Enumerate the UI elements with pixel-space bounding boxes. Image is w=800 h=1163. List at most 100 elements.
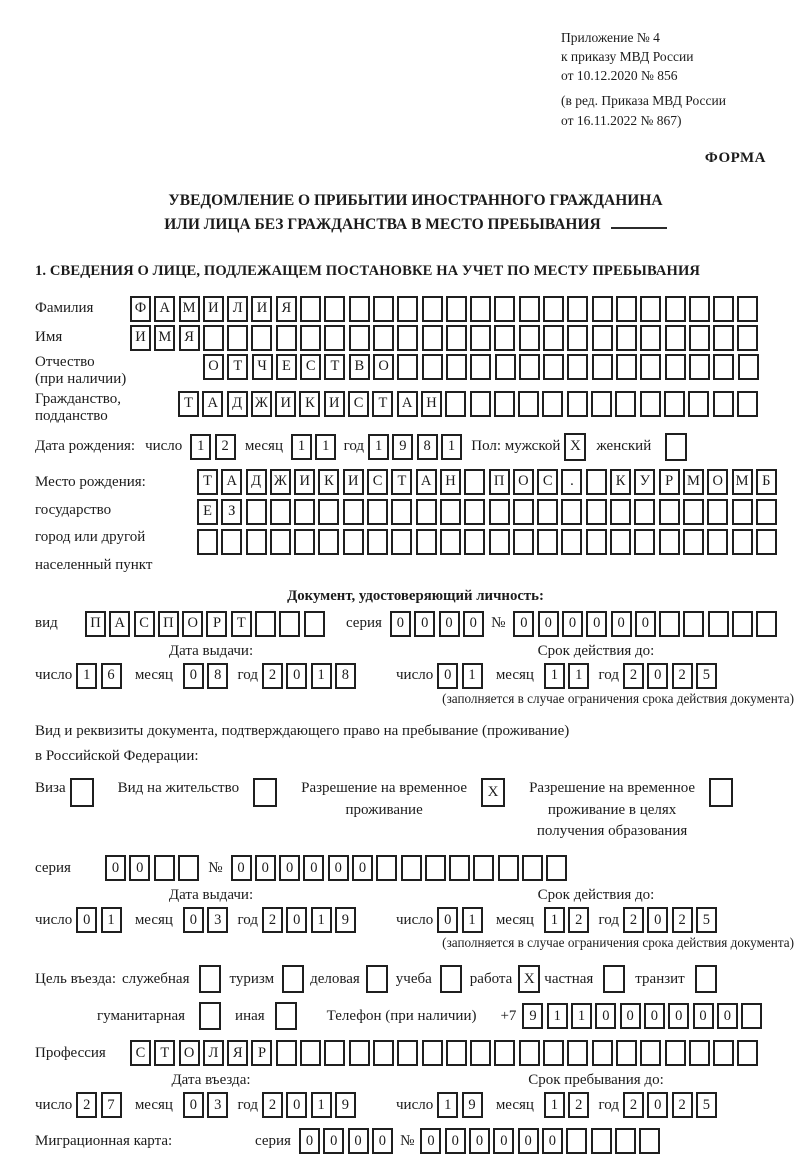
char-cell[interactable]	[518, 295, 540, 322]
char-cell[interactable]: Р	[206, 610, 228, 637]
char-cell[interactable]	[372, 295, 394, 322]
char-cell[interactable]	[372, 324, 394, 351]
char-cell[interactable]	[464, 528, 486, 555]
char-cell[interactable]	[682, 528, 704, 555]
char-cell[interactable]	[546, 855, 568, 882]
char-cell[interactable]	[566, 1128, 588, 1155]
char-cell[interactable]: 8	[334, 662, 356, 689]
char-cell[interactable]	[737, 1040, 759, 1067]
char-cell[interactable]	[616, 353, 638, 380]
char-cell[interactable]	[279, 610, 301, 637]
char-cell[interactable]	[591, 324, 613, 351]
char-cell[interactable]: 0	[327, 855, 349, 882]
char-cell[interactable]: 0	[668, 1003, 690, 1030]
char-cell[interactable]: 2	[262, 1092, 283, 1119]
char-cell[interactable]: 1	[543, 662, 565, 689]
char-cell[interactable]	[372, 1040, 394, 1067]
char-cell[interactable]	[494, 324, 516, 351]
char-cell[interactable]: Н	[439, 468, 461, 495]
char-cell[interactable]	[756, 610, 778, 637]
char-cell[interactable]	[688, 324, 710, 351]
char-cell[interactable]: Т	[372, 390, 394, 417]
char-cell[interactable]: О	[707, 468, 729, 495]
char-cell[interactable]	[610, 498, 632, 525]
char-cell[interactable]	[269, 498, 291, 525]
char-cell[interactable]: И	[202, 295, 224, 322]
char-cell[interactable]	[614, 1128, 636, 1155]
char-cell[interactable]	[391, 498, 413, 525]
char-cell[interactable]: 1	[368, 433, 390, 460]
char-cell[interactable]: 2	[262, 662, 283, 689]
char-cell[interactable]: 2	[568, 1092, 590, 1119]
char-cell[interactable]: А	[221, 468, 243, 495]
char-cell[interactable]: 0	[371, 1128, 393, 1155]
char-cell[interactable]: У	[634, 468, 656, 495]
char-cell[interactable]: 9	[334, 1092, 356, 1119]
char-cell[interactable]	[737, 353, 759, 380]
char-cell[interactable]: С	[133, 610, 155, 637]
char-cell[interactable]: 0	[692, 1003, 714, 1030]
char-cell[interactable]: 0	[634, 610, 656, 637]
char-cell[interactable]	[367, 528, 389, 555]
char-cell[interactable]	[567, 295, 589, 322]
char-cell[interactable]	[688, 295, 710, 322]
char-cell[interactable]	[639, 1128, 661, 1155]
char-cell[interactable]: 1	[310, 662, 332, 689]
char-cell[interactable]	[567, 353, 589, 380]
char-cell[interactable]: М	[682, 468, 704, 495]
char-cell[interactable]	[202, 324, 224, 351]
char-cell[interactable]: 1	[461, 662, 483, 689]
char-cell[interactable]	[245, 528, 267, 555]
char-cell[interactable]: 0	[513, 610, 535, 637]
char-cell[interactable]	[688, 1040, 710, 1067]
char-cell[interactable]: С	[348, 390, 370, 417]
char-cell[interactable]	[153, 855, 175, 882]
char-cell[interactable]: А	[202, 390, 224, 417]
char-cell[interactable]	[415, 528, 437, 555]
char-cell[interactable]: Р	[658, 468, 680, 495]
char-cell[interactable]	[664, 1040, 686, 1067]
char-cell[interactable]: 8	[416, 433, 438, 460]
char-cell[interactable]	[658, 528, 680, 555]
char-cell[interactable]	[707, 528, 729, 555]
char-cell[interactable]: 1	[310, 1092, 332, 1119]
char-cell[interactable]	[713, 324, 735, 351]
char-cell[interactable]	[537, 528, 559, 555]
char-cell[interactable]: 0	[279, 855, 301, 882]
char-cell[interactable]	[300, 1040, 322, 1067]
char-cell[interactable]	[682, 498, 704, 525]
char-cell[interactable]	[415, 498, 437, 525]
char-cell[interactable]: 2	[623, 1092, 644, 1119]
char-cell[interactable]: К	[299, 390, 321, 417]
char-cell[interactable]: 0	[230, 855, 252, 882]
char-cell[interactable]: Р	[251, 1040, 273, 1067]
char-cell[interactable]	[610, 528, 632, 555]
char-cell[interactable]	[275, 324, 297, 351]
char-cell[interactable]	[421, 353, 443, 380]
purpose-other-checkbox[interactable]	[274, 1002, 297, 1031]
char-cell[interactable]: 0	[420, 1128, 442, 1155]
char-cell[interactable]	[464, 468, 486, 495]
purpose-business-checkbox[interactable]	[365, 965, 388, 994]
char-cell[interactable]	[494, 353, 516, 380]
char-cell[interactable]	[318, 528, 340, 555]
char-cell[interactable]: 0	[537, 610, 559, 637]
char-cell[interactable]	[712, 390, 734, 417]
char-cell[interactable]: 5	[695, 1092, 717, 1119]
char-cell[interactable]: 0	[643, 1003, 665, 1030]
char-cell[interactable]	[497, 855, 519, 882]
char-cell[interactable]: 0	[351, 855, 373, 882]
char-cell[interactable]: 0	[298, 1128, 320, 1155]
char-cell[interactable]	[713, 295, 735, 322]
char-cell[interactable]	[473, 855, 495, 882]
temp-permit-checkbox[interactable]: X	[481, 777, 506, 807]
char-cell[interactable]: О	[182, 610, 204, 637]
char-cell[interactable]	[736, 390, 758, 417]
char-cell[interactable]	[397, 324, 419, 351]
char-cell[interactable]: 1	[290, 433, 312, 460]
char-cell[interactable]: 0	[437, 662, 459, 689]
visa-checkbox[interactable]	[69, 777, 94, 807]
char-cell[interactable]	[543, 324, 565, 351]
char-cell[interactable]: Т	[391, 468, 413, 495]
char-cell[interactable]: Т	[154, 1040, 176, 1067]
